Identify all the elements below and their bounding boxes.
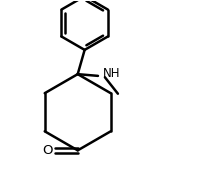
Text: O: O	[42, 144, 53, 157]
Text: NH: NH	[103, 67, 120, 80]
